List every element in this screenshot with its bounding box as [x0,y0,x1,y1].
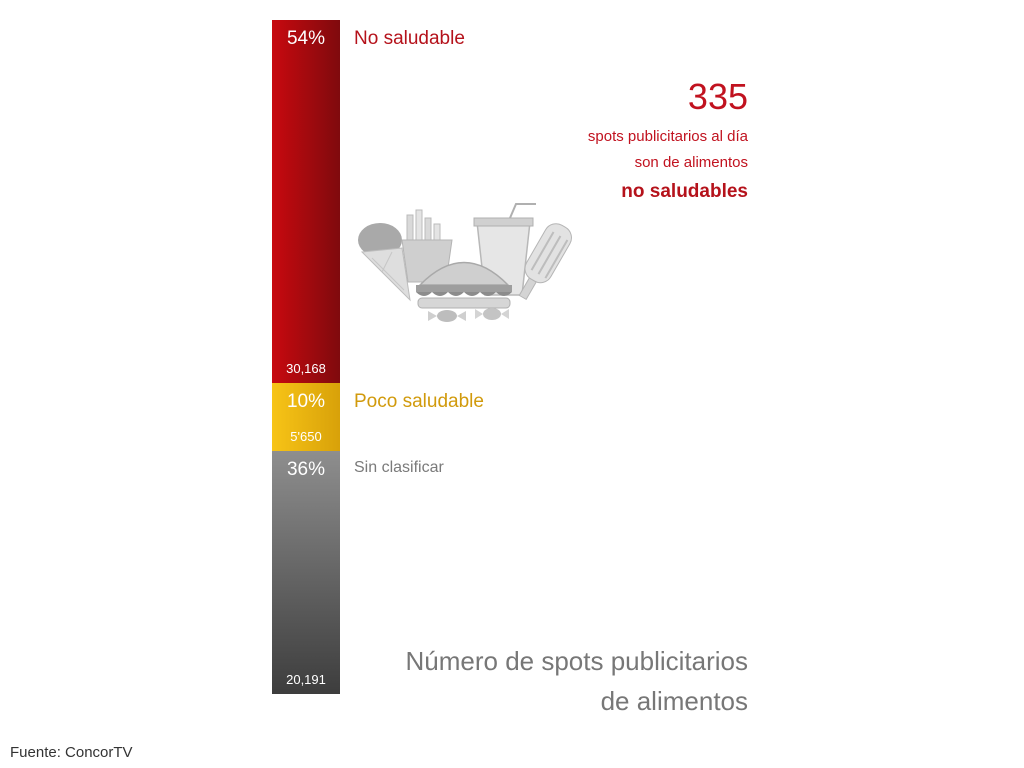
category-label-sin-clasificar: Sin clasificar [354,459,444,477]
count-label-poco-saludable: 5'650 [290,429,322,445]
headline-emphasis: no saludables [621,181,748,202]
chart-subtitle-line-2: de alimentos [600,686,748,716]
headline-number: 335 [687,76,748,117]
count-label-sin-clasificar: 20,191 [286,671,326,687]
category-label-no-saludable: No saludable [354,28,465,49]
headline-line-1: spots publicitarios al día [587,128,748,145]
count-label-no-saludable: 30,168 [286,361,326,377]
percent-label-sin-clasificar: 36% [286,459,326,481]
percent-label-no-saludable: 54% [286,28,326,49]
percent-label-poco-saludable: 10% [286,391,326,413]
bar-segment-sin-clasificar: 36% 20,191 [272,451,340,694]
source-note: Fuente: ConcorTV [10,744,133,761]
chart-subtitle-line-1: Número de spots publicitarios [405,646,749,676]
category-label-poco-saludable: Poco saludable [354,391,484,413]
junk-food-icon [358,203,572,322]
headline-line-2: son de alimentos [634,154,748,171]
stacked-bar: 54% 30,168 10% 5'650 36% 20,191 [272,20,340,694]
bar-segment-no-saludable: 54% 30,168 [272,20,340,384]
bar-segment-poco-saludable: 10% 5'650 [272,383,340,452]
